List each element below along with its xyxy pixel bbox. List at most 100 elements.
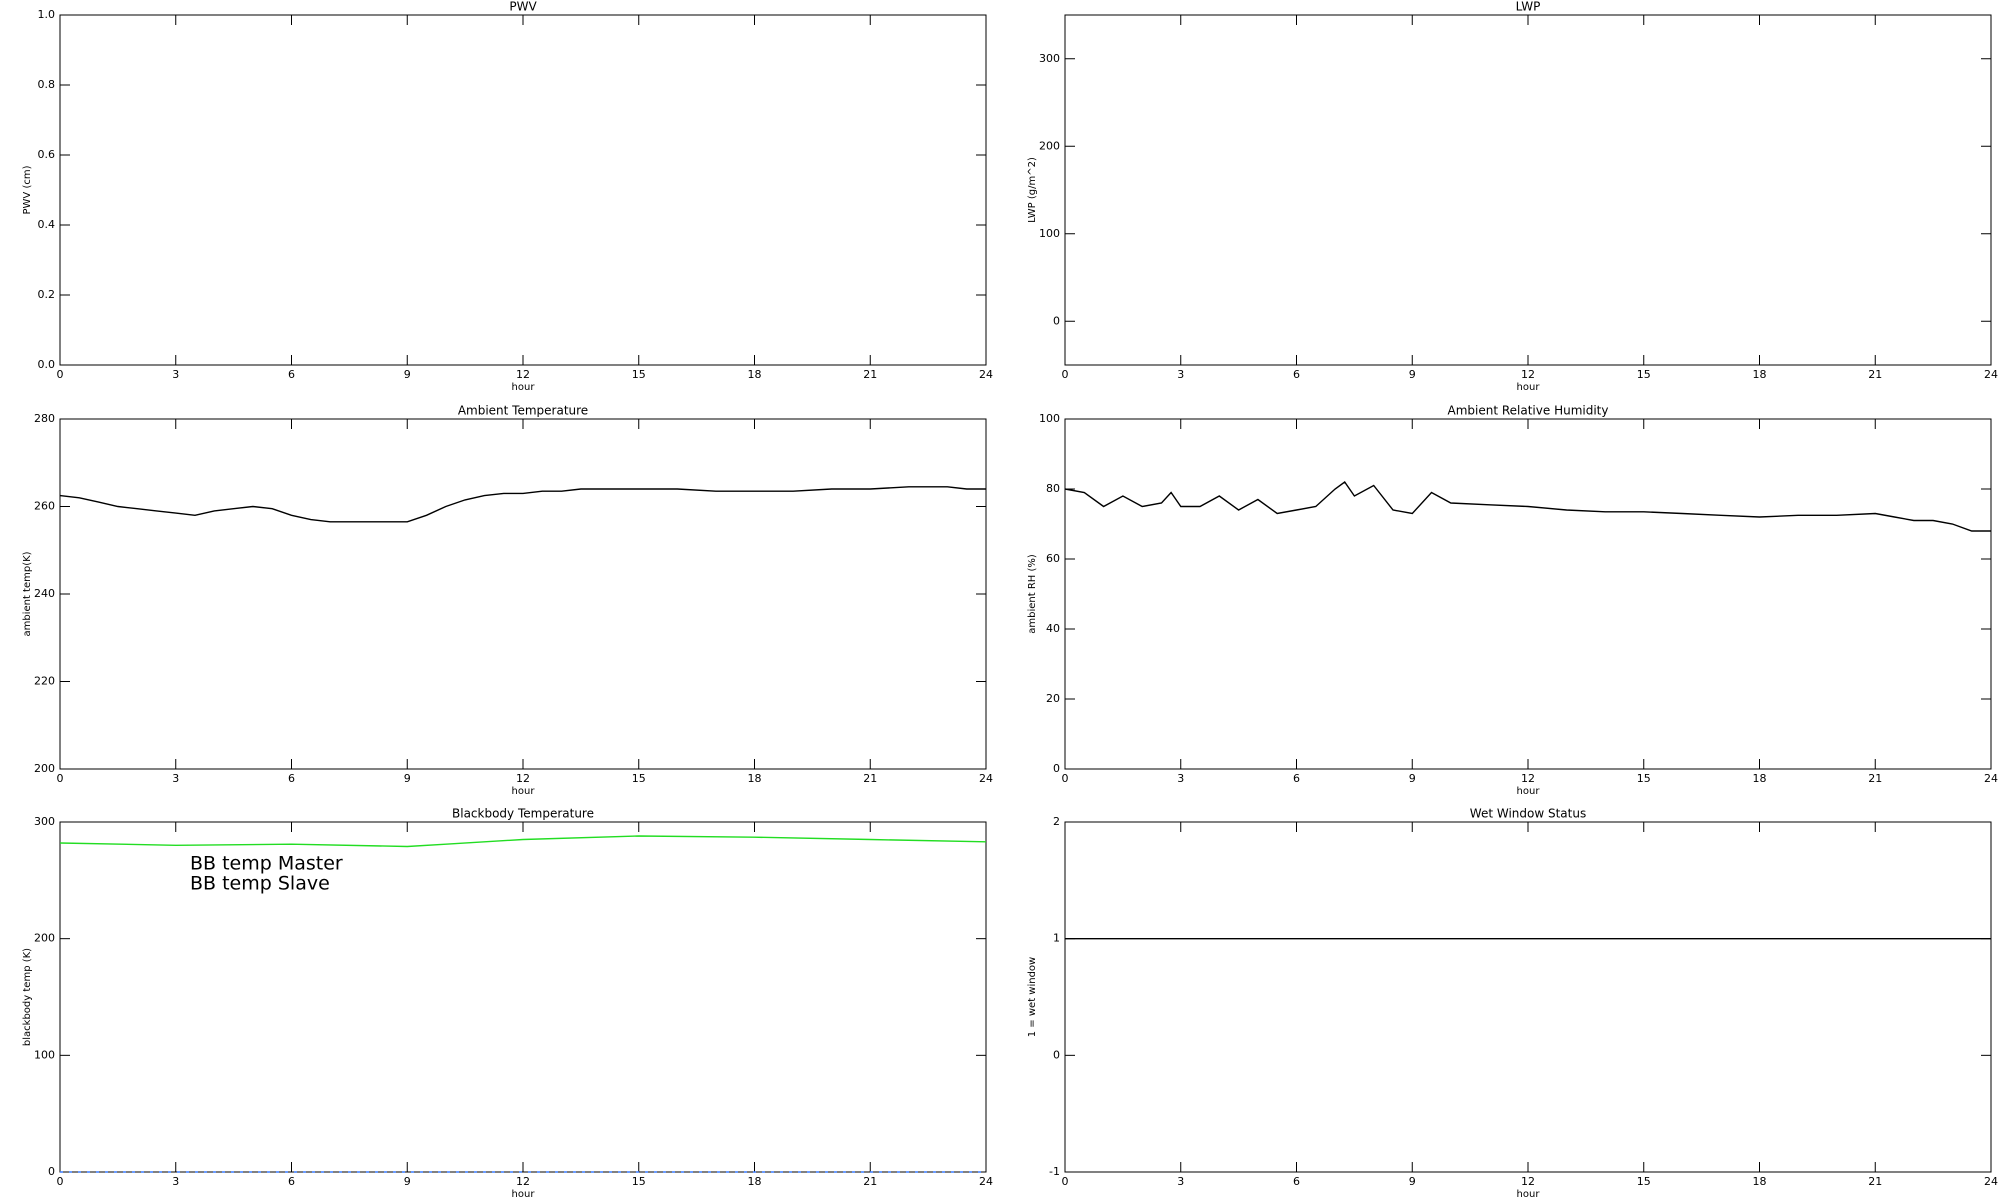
x-tick-label: 12	[516, 1175, 530, 1188]
y-tick-label: 100	[34, 1048, 55, 1061]
chart-title: LWP	[1516, 0, 1541, 14]
y-tick-label: 2	[1053, 815, 1060, 828]
chart-title: Wet Window Status	[1470, 807, 1586, 821]
x-tick-label: 0	[1062, 1175, 1069, 1188]
x-tick-label: 21	[863, 772, 877, 785]
y-tick-label: 60	[1046, 552, 1060, 565]
x-axis-label: hour	[512, 786, 536, 797]
x-tick-label: 9	[1409, 1175, 1416, 1188]
x-tick-label: 18	[1753, 772, 1767, 785]
y-tick-label: 1.0	[38, 8, 56, 21]
y-tick-label: 40	[1046, 622, 1060, 635]
chart-title: PWV	[509, 0, 537, 14]
x-tick-label: 24	[979, 772, 993, 785]
chart-title: Blackbody Temperature	[452, 807, 594, 821]
x-tick-label: 9	[404, 772, 411, 785]
x-tick-label: 15	[632, 772, 646, 785]
x-axis-label: hour	[512, 382, 536, 393]
x-axis-label: hour	[1517, 786, 1541, 797]
x-tick-label: 12	[516, 772, 530, 785]
y-tick-label: 220	[34, 675, 55, 688]
y-tick-label: 100	[1039, 412, 1060, 425]
y-tick-label: 200	[1039, 139, 1060, 152]
x-tick-label: 24	[979, 368, 993, 381]
x-axis-label: hour	[1517, 382, 1541, 393]
y-tick-label: 0.4	[38, 218, 56, 231]
y-tick-label: 0	[48, 1165, 55, 1178]
x-tick-label: 15	[632, 368, 646, 381]
x-tick-label: 3	[1177, 1175, 1184, 1188]
y-axis-label: ambient RH (%)	[1027, 554, 1038, 634]
y-tick-label: 200	[34, 762, 55, 775]
series-line	[59, 835, 987, 848]
y-tick-label: -1	[1049, 1165, 1060, 1178]
x-tick-label: 3	[172, 368, 179, 381]
x-tick-label: 3	[172, 772, 179, 785]
y-axis-label: 1 = wet window	[1027, 957, 1038, 1037]
y-tick-label: 100	[1039, 227, 1060, 240]
x-tick-label: 18	[748, 368, 762, 381]
chart-title: Ambient Temperature	[458, 404, 588, 418]
x-tick-label: 9	[404, 368, 411, 381]
y-tick-label: 300	[1039, 52, 1060, 65]
y-tick-label: 80	[1046, 482, 1060, 495]
chart-panel: Blackbody Temperature hour blackbody temp …	[22, 807, 993, 1200]
x-axis-label: hour	[1517, 1189, 1541, 1200]
series-line	[1064, 481, 1991, 532]
plot-frame	[1064, 418, 1992, 770]
y-axis-label: PWV (cm)	[22, 165, 33, 214]
x-tick-label: 12	[1521, 368, 1535, 381]
x-tick-label: 9	[1409, 368, 1416, 381]
x-tick-label: 3	[1177, 368, 1184, 381]
x-tick-label: 9	[404, 1175, 411, 1188]
x-tick-label: 15	[1637, 1175, 1651, 1188]
x-tick-label: 0	[57, 368, 64, 381]
y-tick-label: 0.8	[38, 78, 56, 91]
chart-panel: PWV hour PWV (cm) 0 3 6 9 12 15 18 21 24 0.0 0.2 0.4 0.…	[22, 0, 993, 393]
chart-panel: Wet Window Status hour 1 = wet window 0 3 6 9 1…	[1027, 807, 1998, 1200]
y-tick-label: 0	[1053, 762, 1060, 775]
y-tick-label: 200	[34, 932, 55, 945]
y-tick-label: 280	[34, 412, 55, 425]
chart-panel: Ambient Relative Humidity hour ambient RH …	[1027, 404, 1998, 798]
series-line	[59, 486, 986, 523]
x-tick-label: 24	[1984, 1175, 1998, 1188]
x-tick-label: 6	[1293, 1175, 1300, 1188]
x-tick-label: 21	[863, 368, 877, 381]
y-tick-label: 0	[1053, 1048, 1060, 1061]
y-tick-label: 240	[34, 587, 55, 600]
x-tick-label: 12	[1521, 1175, 1535, 1188]
x-tick-label: 6	[288, 1175, 295, 1188]
plot-frame	[1064, 14, 1992, 366]
x-tick-label: 24	[979, 1175, 993, 1188]
x-tick-label: 9	[1409, 772, 1416, 785]
y-axis-label: blackbody temp (K)	[22, 948, 33, 1046]
y-tick-label: 0.2	[38, 288, 56, 301]
x-tick-label: 0	[1062, 368, 1069, 381]
x-tick-label: 18	[1753, 368, 1767, 381]
x-tick-label: 6	[288, 368, 295, 381]
x-tick-label: 0	[57, 772, 64, 785]
x-tick-label: 18	[1753, 1175, 1767, 1188]
x-axis-label: hour	[512, 1189, 536, 1200]
chart-panel: LWP hour LWP (g/m^2) 0 3 6 9 12 15 18 21 24 0 100 200 3…	[1027, 0, 1998, 393]
x-tick-label: 6	[1293, 772, 1300, 785]
y-tick-label: 0.6	[38, 148, 56, 161]
x-tick-label: 15	[1637, 772, 1651, 785]
x-tick-label: 24	[1984, 368, 1998, 381]
y-axis-label: ambient temp(K)	[22, 551, 33, 636]
x-tick-label: 21	[1868, 1175, 1882, 1188]
y-tick-label: 20	[1046, 692, 1060, 705]
y-axis-label: LWP (g/m^2)	[1027, 157, 1038, 223]
y-tick-label: 0	[1053, 314, 1060, 327]
x-tick-label: 21	[863, 1175, 877, 1188]
x-tick-label: 12	[516, 368, 530, 381]
y-tick-label: 260	[34, 500, 55, 513]
x-tick-label: 21	[1868, 368, 1882, 381]
chart-panel: Ambient Temperature hour ambient temp(K) 0 3…	[22, 404, 993, 798]
chart-title: Ambient Relative Humidity	[1448, 404, 1609, 418]
x-tick-label: 0	[1062, 772, 1069, 785]
x-tick-label: 12	[1521, 772, 1535, 785]
x-tick-label: 6	[288, 772, 295, 785]
